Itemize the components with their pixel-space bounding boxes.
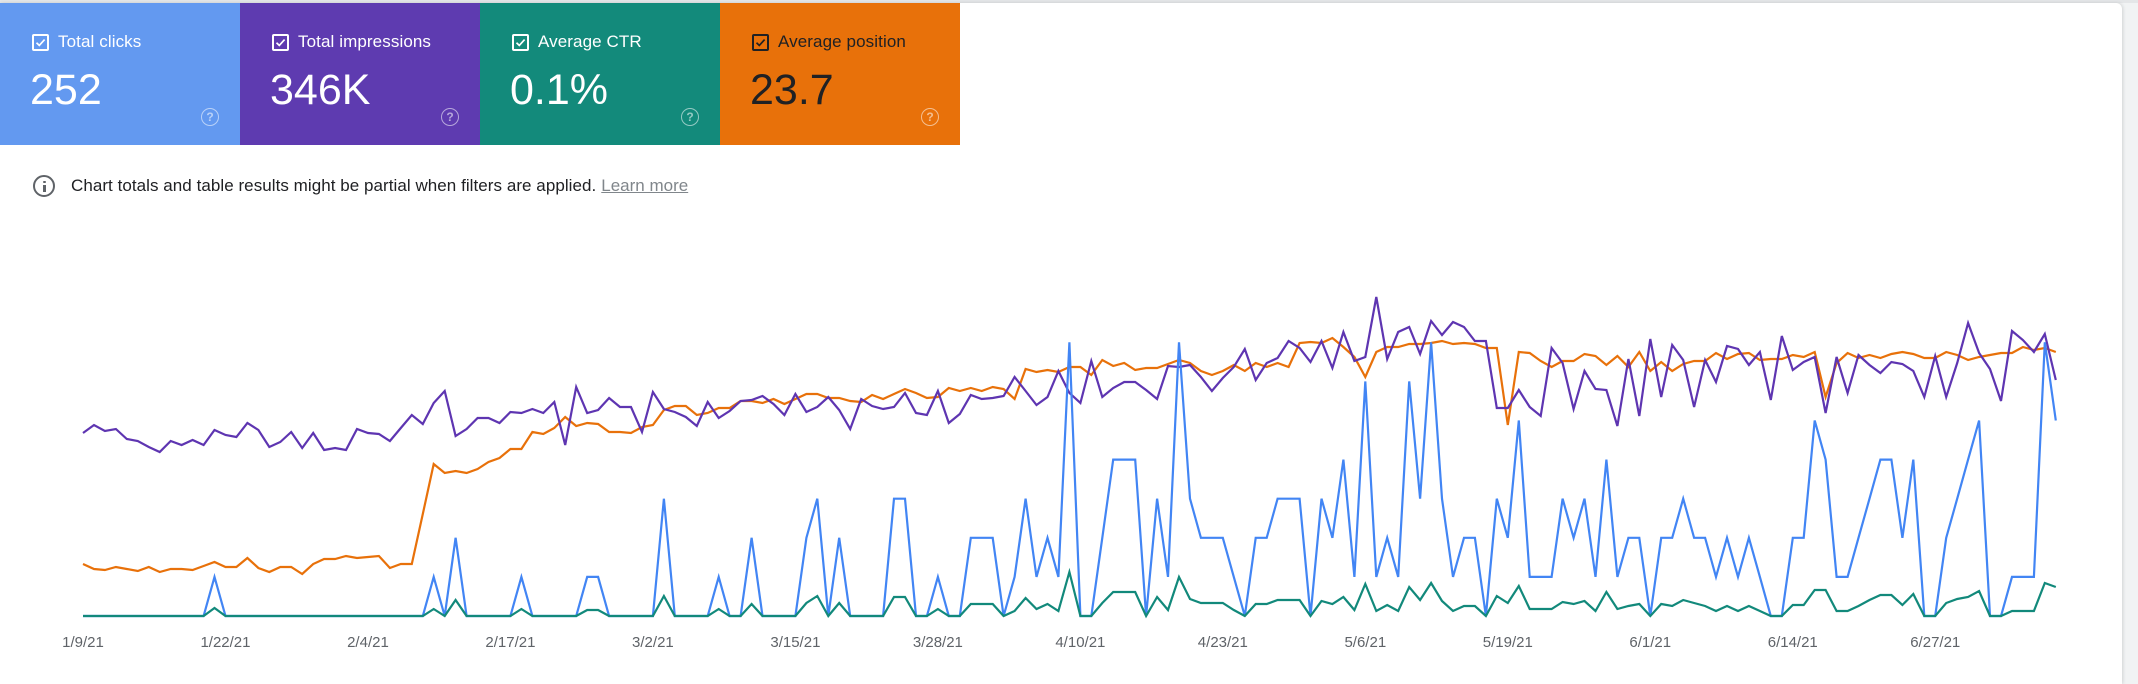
help-circle-icon[interactable]: ? [201, 108, 219, 126]
chart-plot[interactable] [0, 3, 2122, 684]
partial-data-notice: Chart totals and table results might be … [33, 171, 688, 201]
x-axis-tick-label: 3/15/21 [770, 634, 821, 651]
x-axis-tick-label: 5/19/21 [1482, 634, 1533, 651]
checkbox-checked-icon[interactable] [272, 34, 289, 51]
metric-tiles: Total clicks 252 ? Total impressions 346… [0, 3, 960, 145]
metric-value: 0.1% [510, 66, 609, 114]
x-axis-tick-label: 4/10/21 [1055, 634, 1106, 651]
metric-tile-average-ctr[interactable]: Average CTR 0.1% ? [480, 3, 720, 145]
x-axis-tick-label: 2/17/21 [485, 634, 536, 651]
x-axis-tick-label: 3/2/21 [632, 634, 674, 651]
help-circle-icon[interactable]: ? [681, 108, 699, 126]
series-line-total-impressions [82, 296, 2057, 454]
metric-label: Total impressions [298, 32, 432, 51]
x-axis-tick-label: 5/6/21 [1344, 634, 1387, 651]
x-axis-tick-label: 6/14/21 [1767, 634, 1818, 651]
metric-tile-total-clicks[interactable]: Total clicks 252 ? [0, 3, 240, 145]
performance-card: Total clicks 252 ? Total impressions 346… [0, 3, 2122, 684]
metric-value: 346K [270, 66, 371, 114]
x-axis-tick-label: 4/23/21 [1197, 634, 1248, 651]
help-circle-icon[interactable]: ? [441, 108, 459, 126]
window-top-strip [0, 0, 2138, 3]
series-line-average-ctr [83, 567, 2057, 619]
x-axis-tick-label: 3/28/21 [912, 634, 963, 651]
checkbox-checked-icon[interactable] [32, 34, 49, 51]
x-axis-tick-label: 2/4/21 [347, 634, 389, 651]
x-axis-tick-label: 1/22/21 [200, 634, 251, 651]
x-axis-tick-label: 6/1/21 [1629, 634, 1672, 651]
metric-value: 23.7 [750, 66, 834, 114]
metric-label: Average CTR [538, 32, 642, 51]
checkbox-checked-icon[interactable] [512, 34, 529, 51]
help-circle-icon[interactable]: ? [921, 108, 939, 126]
x-axis-tick-label: 1/9/21 [62, 634, 104, 651]
series-line-average-position [82, 336, 2057, 576]
metric-tile-average-position[interactable]: Average position 23.7 ? [720, 3, 960, 145]
x-axis-tick-label: 6/27/21 [1910, 634, 1961, 651]
notice-text: Chart totals and table results might be … [71, 176, 597, 195]
info-icon [33, 175, 55, 197]
performance-chart[interactable]: 1/9/21 1/22/21 2/4/21 2/17/21 3/2/21 3/15/21 3… [0, 3, 2122, 684]
metric-tile-total-impressions[interactable]: Total impressions 346K ? [240, 3, 480, 145]
learn-more-link[interactable]: Learn more [601, 176, 689, 195]
metric-value: 252 [30, 66, 102, 114]
metric-label: Average position [778, 32, 906, 51]
metric-label: Total clicks [58, 32, 142, 51]
checkbox-checked-icon[interactable] [752, 34, 769, 51]
